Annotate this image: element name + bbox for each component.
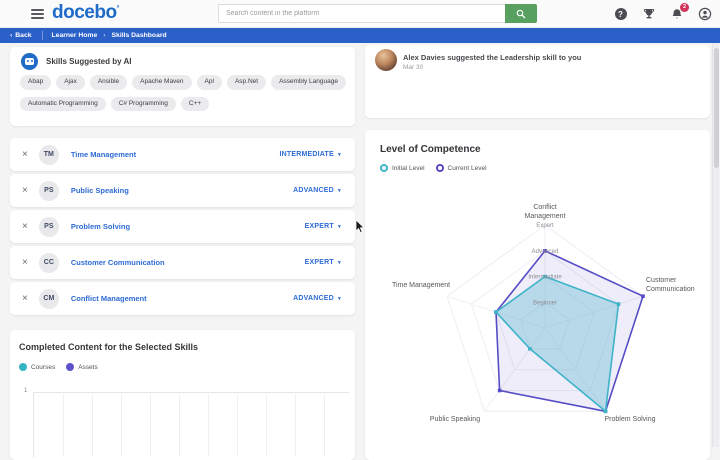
suggested-skill-tags: Abap Ajax Ansible Apache Maven Apl Asp.Net Ass… xyxy=(20,75,350,111)
chevron-down-icon: ▼ xyxy=(336,151,342,158)
breadcrumb-bar: ‹ Back Learner Home › Skills Dashboard xyxy=(0,28,720,43)
skill-row: × PS Public Speaking ADVANCED ▼ xyxy=(10,174,355,207)
remove-skill-icon[interactable]: × xyxy=(22,148,28,160)
completed-content-card: Completed Content for the Selected Skill… xyxy=(10,330,355,460)
completed-content-title: Completed Content for the Selected Skill… xyxy=(19,342,199,352)
remove-skill-icon[interactable]: × xyxy=(22,220,28,232)
skill-row: × PS Problem Solving EXPERT ▼ xyxy=(10,210,355,243)
legend-item[interactable]: Current Level xyxy=(435,164,487,172)
user-avatar-icon[interactable] xyxy=(697,7,712,22)
remove-skill-icon[interactable]: × xyxy=(22,184,28,196)
skill-tag[interactable]: C++ xyxy=(180,96,210,111)
skills-suggested-card: Skills Suggested by AI Abap Ajax Ansible Ap… xyxy=(10,47,355,126)
notification-date: Mar 30 xyxy=(403,64,424,71)
svg-text:Communication: Communication xyxy=(646,286,695,293)
bar-chart-plot-area xyxy=(33,392,349,458)
notification-badge: 2 xyxy=(680,2,689,12)
chevron-down-icon: ▼ xyxy=(336,295,342,302)
chevron-down-icon: ▼ xyxy=(336,187,342,194)
ai-robot-icon xyxy=(21,53,38,70)
skill-level-dropdown[interactable]: INTERMEDIATE ▼ xyxy=(279,151,342,158)
chevron-right-icon: › xyxy=(103,32,106,39)
legend-swatch-icon xyxy=(66,363,75,371)
skill-tag[interactable]: Automatic Programming xyxy=(20,96,106,111)
skill-initials-badge: PS xyxy=(38,180,59,201)
back-button[interactable]: ‹ Back xyxy=(10,32,32,39)
svg-text:Intermediate: Intermediate xyxy=(528,275,562,281)
remove-skill-icon[interactable]: × xyxy=(22,256,28,268)
notification-item[interactable]: Alex Davies suggested the Leadership ski… xyxy=(365,45,710,118)
skill-row: × TM Time Management INTERMEDIATE ▼ xyxy=(10,138,355,171)
skill-tag[interactable]: Ansible xyxy=(89,75,128,90)
top-header: docebo° ? 2 xyxy=(0,0,720,28)
skill-initials-badge: PS xyxy=(38,216,59,237)
skill-row: × CC Customer Communication EXPERT ▼ xyxy=(10,246,355,279)
svg-text:Conflict: Conflict xyxy=(533,204,556,211)
notification-message: Alex Davies suggested the Leadership ski… xyxy=(403,53,582,62)
help-icon[interactable]: ? xyxy=(613,7,628,22)
docebo-logo[interactable]: docebo° xyxy=(52,2,119,23)
skill-tag[interactable]: Asp.Net xyxy=(226,75,267,90)
breadcrumb-learner-home[interactable]: Learner Home xyxy=(51,32,98,39)
skill-initials-badge: TM xyxy=(38,144,59,165)
alex-davies-avatar xyxy=(375,49,397,71)
skill-name-link[interactable]: Public Speaking xyxy=(70,186,129,195)
legend-item[interactable]: Courses xyxy=(19,363,55,371)
completed-chart-legend: Courses Assets xyxy=(19,363,98,371)
skill-tag[interactable]: Apache Maven xyxy=(132,75,192,90)
chevron-down-icon: ▼ xyxy=(336,223,342,230)
page-scrollbar xyxy=(712,43,719,447)
skill-tag[interactable]: C# Programming xyxy=(110,96,176,111)
search-button[interactable] xyxy=(505,4,537,23)
radar-chart: Beginner Intermediate Advanced Expert Confli… xyxy=(392,204,695,423)
skill-row: × CM Conflict Management ADVANCED ▼ xyxy=(10,282,355,315)
skill-level-dropdown[interactable]: ADVANCED ▼ xyxy=(293,295,342,302)
notifications-bell-icon[interactable]: 2 xyxy=(669,2,689,22)
svg-text:Expert: Expert xyxy=(536,223,554,229)
search-icon xyxy=(516,9,526,18)
skill-level-dropdown[interactable]: EXPERT ▼ xyxy=(304,259,342,266)
skill-name-link[interactable]: Conflict Management xyxy=(70,294,147,303)
legend-item[interactable]: Initial Level xyxy=(380,164,425,172)
legend-swatch-icon xyxy=(19,363,27,371)
svg-text:Time Management: Time Management xyxy=(392,282,450,289)
legend-swatch-icon xyxy=(435,164,444,172)
svg-text:Beginner: Beginner xyxy=(533,300,557,306)
svg-text:Customer: Customer xyxy=(646,277,677,284)
remove-skill-icon[interactable]: × xyxy=(22,292,28,304)
svg-text:Advanced: Advanced xyxy=(532,249,559,255)
y-axis-tick: 1 xyxy=(24,388,28,394)
skill-tag[interactable]: Assembly Language xyxy=(271,75,346,90)
menu-hamburger-icon[interactable] xyxy=(31,9,44,19)
skill-tag[interactable]: Ajax xyxy=(56,75,85,90)
svg-text:Problem Solving: Problem Solving xyxy=(605,416,656,423)
skill-initials-badge: CM xyxy=(38,288,59,309)
skill-name-link[interactable]: Time Management xyxy=(70,150,137,159)
legend-item[interactable]: Assets xyxy=(66,363,98,371)
skill-name-link[interactable]: Problem Solving xyxy=(70,222,131,231)
search-input[interactable] xyxy=(218,4,505,23)
skill-tag[interactable]: Apl xyxy=(196,75,222,90)
radar-chart-legend: Initial Level Current Level xyxy=(380,164,487,172)
breadcrumb: Learner Home › Skills Dashboard xyxy=(43,32,167,39)
scrollbar-thumb[interactable] xyxy=(714,48,719,168)
skill-tag[interactable]: Abap xyxy=(20,75,52,90)
chevron-down-icon: ▼ xyxy=(336,259,342,266)
skill-initials-badge: CC xyxy=(38,252,59,273)
level-of-competence-card: Level of Competence Initial Level Current… xyxy=(365,130,710,460)
svg-text:Public Speaking: Public Speaking xyxy=(430,416,480,423)
breadcrumb-skills-dashboard[interactable]: Skills Dashboard xyxy=(111,32,167,39)
search-bar xyxy=(218,4,537,23)
svg-text:Management: Management xyxy=(525,213,566,220)
chevron-left-icon: ‹ xyxy=(10,32,13,39)
gamification-trophy-icon[interactable] xyxy=(641,7,656,22)
suggested-skills-title: Skills Suggested by AI xyxy=(46,57,132,66)
skill-level-dropdown[interactable]: ADVANCED ▼ xyxy=(293,187,342,194)
skill-name-link[interactable]: Customer Communication xyxy=(70,258,165,267)
competence-title: Level of Competence xyxy=(380,144,481,155)
legend-swatch-icon xyxy=(380,164,388,172)
skill-level-dropdown[interactable]: EXPERT ▼ xyxy=(304,223,342,230)
